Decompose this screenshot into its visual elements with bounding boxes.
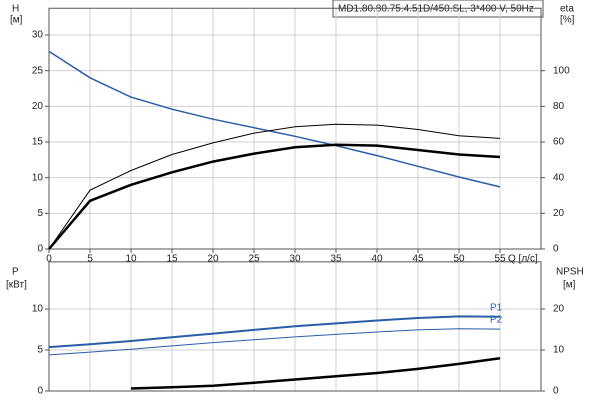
x-tick-label: 25 (248, 254, 260, 265)
curve (48, 328, 501, 356)
y-unit: [кВт] (6, 280, 27, 291)
y2-tick-label: 100 (553, 65, 570, 76)
x-label: Q [л/с] (508, 254, 538, 265)
y-tick-label: 0 (37, 244, 43, 255)
curve (48, 123, 501, 250)
y-tick-label: 25 (32, 65, 44, 76)
y-tick-label: 20 (32, 101, 44, 112)
x-tick-label: 10 (125, 254, 137, 265)
series-label: P2 (490, 315, 503, 326)
y-tick-label: 10 (32, 172, 44, 183)
y2-label: NPSH (556, 267, 584, 278)
y-tick-label: 5 (37, 208, 43, 219)
plot-frame (48, 261, 542, 392)
y2-tick-label: 20 (553, 304, 565, 315)
x-tick-label: 40 (371, 254, 383, 265)
chart-title: MD1.80.80.75.4.51D/450.SL, 3*400 V, 50Hz (338, 4, 534, 15)
y2-label: eta (560, 4, 574, 15)
series-label: P1 (490, 302, 503, 313)
y-label: H (12, 4, 19, 15)
x-tick-label: 35 (330, 254, 342, 265)
x-tick-label: 0 (46, 254, 52, 265)
y2-unit: [м] (563, 280, 576, 291)
y-label: P (12, 267, 19, 278)
plot-frame (48, 7, 542, 250)
curve (48, 50, 501, 188)
y-unit: [м] (10, 15, 23, 26)
y-tick-label: 30 (32, 30, 44, 41)
x-tick-label: 30 (289, 254, 301, 265)
curve (130, 356, 501, 390)
curve (48, 315, 501, 349)
y-tick-label: 0 (37, 386, 43, 397)
y2-tick-label: 80 (553, 101, 565, 112)
x-tick-label: 5 (87, 254, 93, 265)
x-tick-label: 15 (166, 254, 178, 265)
y2-tick-label: 10 (553, 345, 565, 356)
y-tick-label: 15 (32, 137, 44, 148)
y2-tick-label: 0 (553, 244, 559, 255)
y2-tick-label: 0 (553, 386, 559, 397)
y-tick-label: 5 (37, 345, 43, 356)
y-tick-label: 10 (32, 304, 44, 315)
curve (48, 143, 501, 250)
y2-tick-label: 40 (553, 172, 565, 183)
x-tick-label: 50 (453, 254, 465, 265)
y2-tick-label: 20 (553, 208, 565, 219)
x-tick-label: 55 (494, 254, 506, 265)
y2-unit: [%] (560, 15, 575, 26)
x-tick-label: 20 (207, 254, 219, 265)
y2-tick-label: 60 (553, 137, 565, 148)
x-tick-label: 45 (412, 254, 424, 265)
